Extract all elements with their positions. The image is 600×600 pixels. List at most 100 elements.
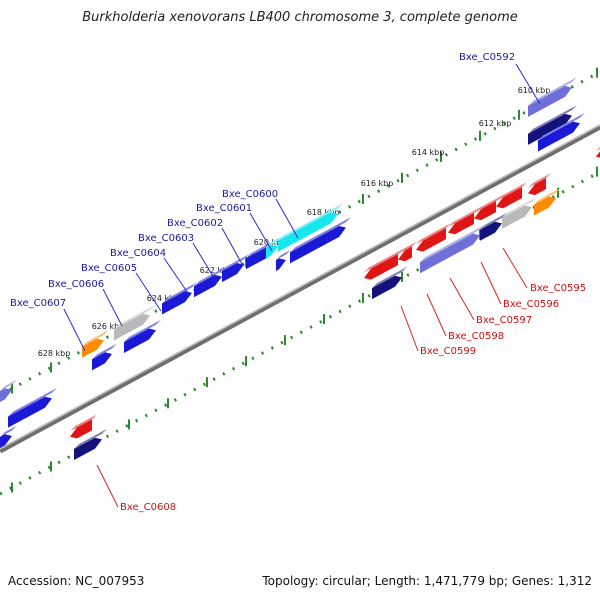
label-leader-line (221, 227, 244, 267)
gene-block-lightblue-front-face (0, 388, 12, 402)
gene-block-lightblue[interactable] (0, 379, 17, 402)
gene-block-forward[interactable] (222, 254, 249, 283)
gene-block-navy-top-face (480, 212, 507, 230)
gene-block-forward[interactable] (538, 112, 585, 152)
gene-block-forward[interactable] (290, 217, 351, 264)
gene-block-navy-top-face (372, 266, 407, 289)
gene-block-reverse[interactable] (398, 241, 417, 262)
gene-label-Bxe_C0595[interactable]: Bxe_C0595 (502, 247, 586, 294)
label-leader-line (63, 308, 86, 352)
gene-block-navy[interactable] (74, 428, 107, 461)
gene-block-forward-top-face (538, 112, 585, 141)
gene-block-navy-front-face (528, 113, 572, 145)
gene-block-navy-top-face (528, 105, 577, 134)
gene-label-text: Bxe_C0600 (222, 189, 278, 200)
gene-block-forward-top-face (124, 319, 161, 343)
label-leader-line (275, 198, 299, 239)
gene-block-reverse-front-face (364, 254, 398, 280)
tick-label: 616 kbp (361, 179, 394, 188)
gene-block-grey[interactable] (502, 196, 537, 229)
gene-label-Bxe_C0607[interactable]: Bxe_C0607 (10, 298, 86, 352)
gene-label-Bxe_C0608[interactable]: Bxe_C0608 (96, 464, 176, 513)
gene-block-forward[interactable] (92, 343, 117, 371)
gene-label-Bxe_C0605[interactable]: Bxe_C0605 (81, 263, 162, 312)
gene-block-forward[interactable] (124, 319, 161, 354)
gene-label-Bxe_C0596[interactable]: Bxe_C0596 (480, 261, 559, 310)
gene-label-Bxe_C0601[interactable]: Bxe_C0601 (196, 203, 273, 252)
gene-label-Bxe_C0600[interactable]: Bxe_C0600 (222, 189, 299, 239)
label-leader-line (449, 277, 475, 321)
gene-label-Bxe_C0598[interactable]: Bxe_C0598 (426, 293, 504, 342)
gene-block-cyan-front-face (278, 212, 338, 252)
gene-block-reverse[interactable] (70, 414, 97, 439)
gene-block-cyan[interactable] (266, 235, 283, 259)
gene-block-reverse-top-face (596, 147, 600, 152)
gene-block-forward-front-face (162, 291, 192, 315)
gene-block-reverse-top-face (528, 173, 551, 188)
label-leader-line (96, 464, 119, 508)
gene-block-reverse[interactable] (448, 208, 479, 235)
gene-block-reverse[interactable] (364, 249, 403, 280)
gene-label-Bxe_C0603[interactable]: Bxe_C0603 (138, 233, 218, 284)
gene-block-forward-front-face (0, 434, 12, 448)
gene-block-forward[interactable] (0, 425, 17, 448)
gene-block-lightblue[interactable] (420, 224, 485, 274)
gene-block-reverse[interactable] (474, 196, 501, 221)
gene-block-navy[interactable] (372, 266, 407, 300)
gene-block-forward[interactable] (162, 282, 197, 315)
gene-block-orange[interactable] (534, 187, 561, 216)
gene-block-reverse-top-face (448, 208, 479, 228)
tick-label: 618 kbp (307, 208, 340, 217)
gene-block-forward-top-face (162, 282, 197, 304)
tick-label: 622 kbp (200, 266, 233, 275)
gene-block-forward-front-face (290, 225, 346, 264)
gene-block-reverse[interactable] (596, 143, 600, 159)
gene-block-grey-front-face (114, 313, 150, 341)
gene-block-reverse-front-face (70, 419, 92, 439)
gene-block-orange[interactable] (82, 329, 109, 358)
tick-label: 626 kbp (92, 322, 125, 331)
gene-block-grey[interactable] (114, 305, 155, 341)
gene-block-grey-top-face (114, 305, 155, 330)
gene-block-navy[interactable] (480, 212, 507, 241)
gene-label-text: Bxe_C0599 (420, 346, 476, 357)
gene-block-reverse-top-face (474, 196, 501, 214)
gene-label-Bxe_C0604[interactable]: Bxe_C0604 (110, 248, 191, 297)
gene-block-forward[interactable] (8, 387, 57, 428)
gene-block-forward[interactable] (276, 249, 291, 271)
gene-block-forward-top-face (92, 343, 117, 360)
gene-block-reverse-front-face (474, 201, 496, 221)
map-title: Burkholderia xenovorans LB400 chromosome… (82, 10, 518, 25)
gene-block-lightblue-front-face (420, 233, 480, 274)
gene-label-Bxe_C0597[interactable]: Bxe_C0597 (449, 277, 532, 326)
gene-block-lightblue[interactable] (528, 77, 577, 117)
gene-block-lightblue-top-face (420, 224, 485, 263)
gene-label-Bxe_C0602[interactable]: Bxe_C0602 (167, 218, 244, 267)
gene-label-Bxe_C0599[interactable]: Bxe_C0599 (400, 305, 476, 357)
gene-block-reverse-front-face (596, 151, 600, 158)
gene-block-navy[interactable] (528, 105, 577, 145)
label-leader-line (135, 272, 162, 312)
gene-block-reverse[interactable] (496, 182, 527, 209)
gene-label-text: Bxe_C0608 (120, 502, 176, 513)
gene-label-text: Bxe_C0592 (459, 52, 515, 63)
gene-label-text: Bxe_C0604 (110, 248, 166, 259)
gene-label-Bxe_C0592[interactable]: Bxe_C0592 (459, 52, 541, 105)
gene-block-grey-front-face (502, 205, 532, 229)
tick-label: 610 kbp (518, 86, 551, 95)
gene-block-orange-front-face (82, 338, 104, 358)
gene-block-navy-top-face (74, 428, 107, 450)
label-leader-line (515, 63, 541, 105)
gene-block-orange-front-face (534, 196, 556, 216)
gene-block-reverse-top-face (70, 414, 97, 432)
gene-block-orange-top-face (534, 187, 561, 205)
gene-label-text: Bxe_C0595 (530, 283, 586, 294)
gene-label-Bxe_C0606[interactable]: Bxe_C0606 (48, 279, 123, 327)
gene-block-reverse[interactable] (528, 173, 551, 196)
gene-block-reverse[interactable] (416, 223, 451, 252)
gene-block-forward-top-face (222, 254, 249, 272)
topology-label: Topology: circular; Length: 1,471,779 bp… (262, 574, 592, 588)
gene-block-reverse-front-face (398, 246, 412, 262)
gene-block-navy-front-face (74, 437, 102, 461)
